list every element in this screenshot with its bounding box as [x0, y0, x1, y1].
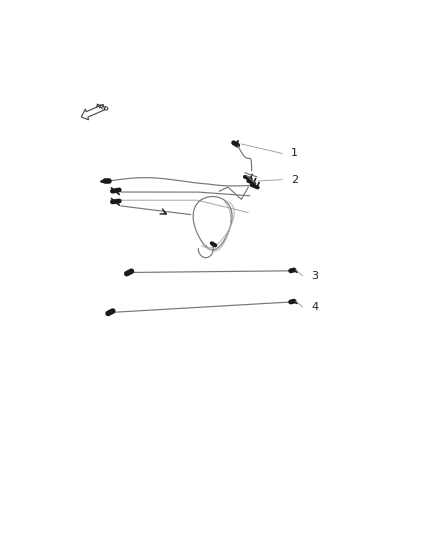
- Text: 1: 1: [291, 148, 298, 158]
- Text: 3: 3: [311, 271, 318, 281]
- Text: FRD: FRD: [94, 103, 109, 112]
- FancyArrow shape: [81, 104, 105, 120]
- Text: 4: 4: [311, 302, 318, 312]
- Text: 2: 2: [291, 175, 298, 185]
